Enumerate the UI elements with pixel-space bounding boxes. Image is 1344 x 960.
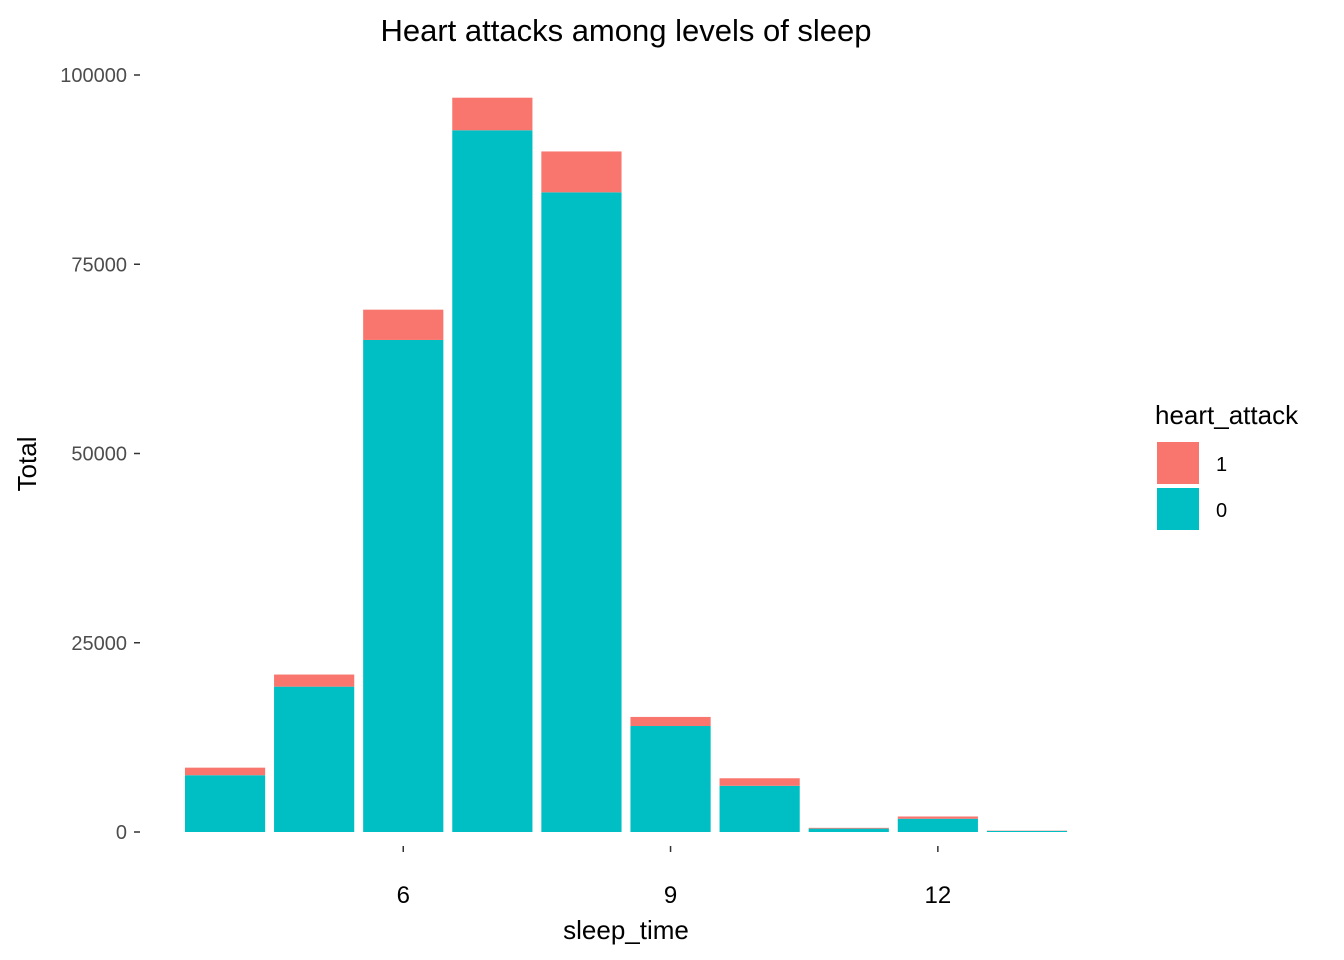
legend-title: heart_attack: [1155, 400, 1299, 430]
x-tick-label: 6: [397, 882, 410, 909]
bar-heart-attack-0-12: [897, 818, 978, 832]
bar-heart-attack-1-7: [452, 97, 533, 131]
x-tick-label: 9: [664, 882, 677, 909]
legend: heart_attack 1 0: [1155, 400, 1299, 530]
bar-heart-attack-0-7: [452, 130, 533, 833]
bar-heart-attack-1-12: [897, 816, 978, 819]
chart-title: Heart attacks among levels of sleep: [380, 13, 871, 48]
x-axis: 6 9 12: [397, 846, 951, 909]
bar-heart-attack-0-13: [986, 830, 1068, 832]
bar-heart-attack-1-6: [363, 309, 444, 340]
x-tick-label: 12: [924, 882, 951, 909]
bar-heart-attack-0-4: [184, 775, 266, 832]
bar-heart-attack-0-6: [363, 339, 444, 832]
bar-heart-attack-0-9: [630, 726, 711, 832]
y-tick-label: 100000: [60, 65, 127, 87]
plot-area: [184, 97, 1068, 833]
y-tick-label: 75000: [71, 254, 127, 276]
bar-heart-attack-1-10: [719, 778, 800, 786]
bar-heart-attack-0-5: [274, 686, 355, 832]
y-tick-label: 25000: [71, 633, 127, 655]
bar-heart-attack-0-8: [541, 192, 622, 832]
y-axis-title: Total: [12, 437, 42, 492]
bar-heart-attack-0-10: [719, 785, 800, 832]
bar-heart-attack-0-11: [808, 828, 889, 832]
bar-heart-attack-1-11: [808, 827, 889, 829]
legend-label-0: 0: [1216, 500, 1227, 522]
bar-heart-attack-1-5: [274, 674, 355, 687]
x-axis-title: sleep_time: [563, 915, 689, 945]
legend-key-1: [1157, 442, 1199, 484]
y-tick-label: 50000: [71, 444, 127, 466]
bar-heart-attack-1-8: [541, 151, 622, 193]
y-axis: 0 25000 50000 75000 100000: [60, 65, 140, 844]
y-tick-label: 0: [116, 822, 127, 844]
bar-heart-attack-1-4: [184, 767, 266, 776]
legend-key-0: [1157, 488, 1199, 530]
legend-label-1: 1: [1216, 454, 1227, 476]
bar-heart-attack-1-9: [630, 716, 711, 727]
